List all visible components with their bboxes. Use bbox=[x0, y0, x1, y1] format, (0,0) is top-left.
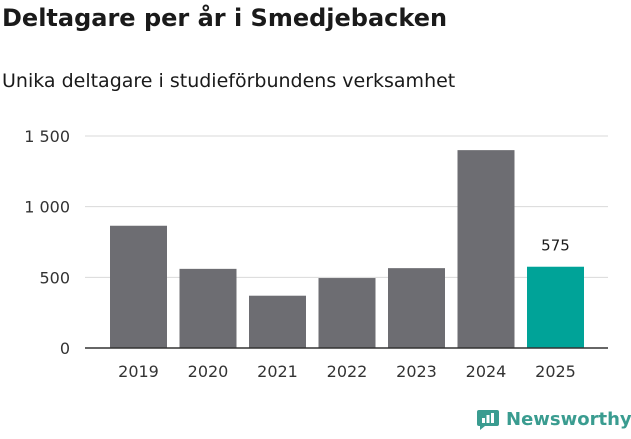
y-tick-label: 500 bbox=[39, 268, 70, 287]
bar-2019 bbox=[110, 225, 167, 348]
y-tick-label: 0 bbox=[60, 339, 70, 358]
data-label: 575 bbox=[541, 237, 570, 255]
x-tick-label: 2021 bbox=[257, 362, 298, 381]
bar-2022 bbox=[318, 278, 376, 348]
brand-logo: Newsworthy bbox=[476, 407, 631, 431]
x-tick-label: 2019 bbox=[118, 362, 159, 381]
brand-name: Newsworthy bbox=[506, 408, 631, 430]
y-tick-label: 1 500 bbox=[24, 127, 70, 146]
bar-2025 bbox=[527, 266, 584, 348]
bar-chart-logo-icon bbox=[477, 410, 499, 430]
bar-2023 bbox=[388, 268, 445, 348]
y-tick-label: 1 000 bbox=[24, 198, 70, 217]
chart-title: Deltagare per år i Smedjebacken bbox=[2, 4, 448, 32]
bar-2020 bbox=[179, 268, 237, 348]
bar-2021 bbox=[249, 295, 306, 348]
chart-subtitle: Unika deltagare i studieförbundens verks… bbox=[2, 70, 456, 92]
x-tick-label: 2020 bbox=[188, 362, 229, 381]
bar-2024 bbox=[457, 150, 515, 348]
bar-chart: 0 500 1 000 1 500 2019 2020 2021 2022 2023 2024 20… bbox=[24, 127, 608, 381]
x-tick-label: 2023 bbox=[396, 362, 437, 381]
x-tick-label: 2022 bbox=[327, 362, 368, 381]
x-tick-label: 2024 bbox=[466, 362, 507, 381]
x-tick-label: 2025 bbox=[535, 362, 576, 381]
